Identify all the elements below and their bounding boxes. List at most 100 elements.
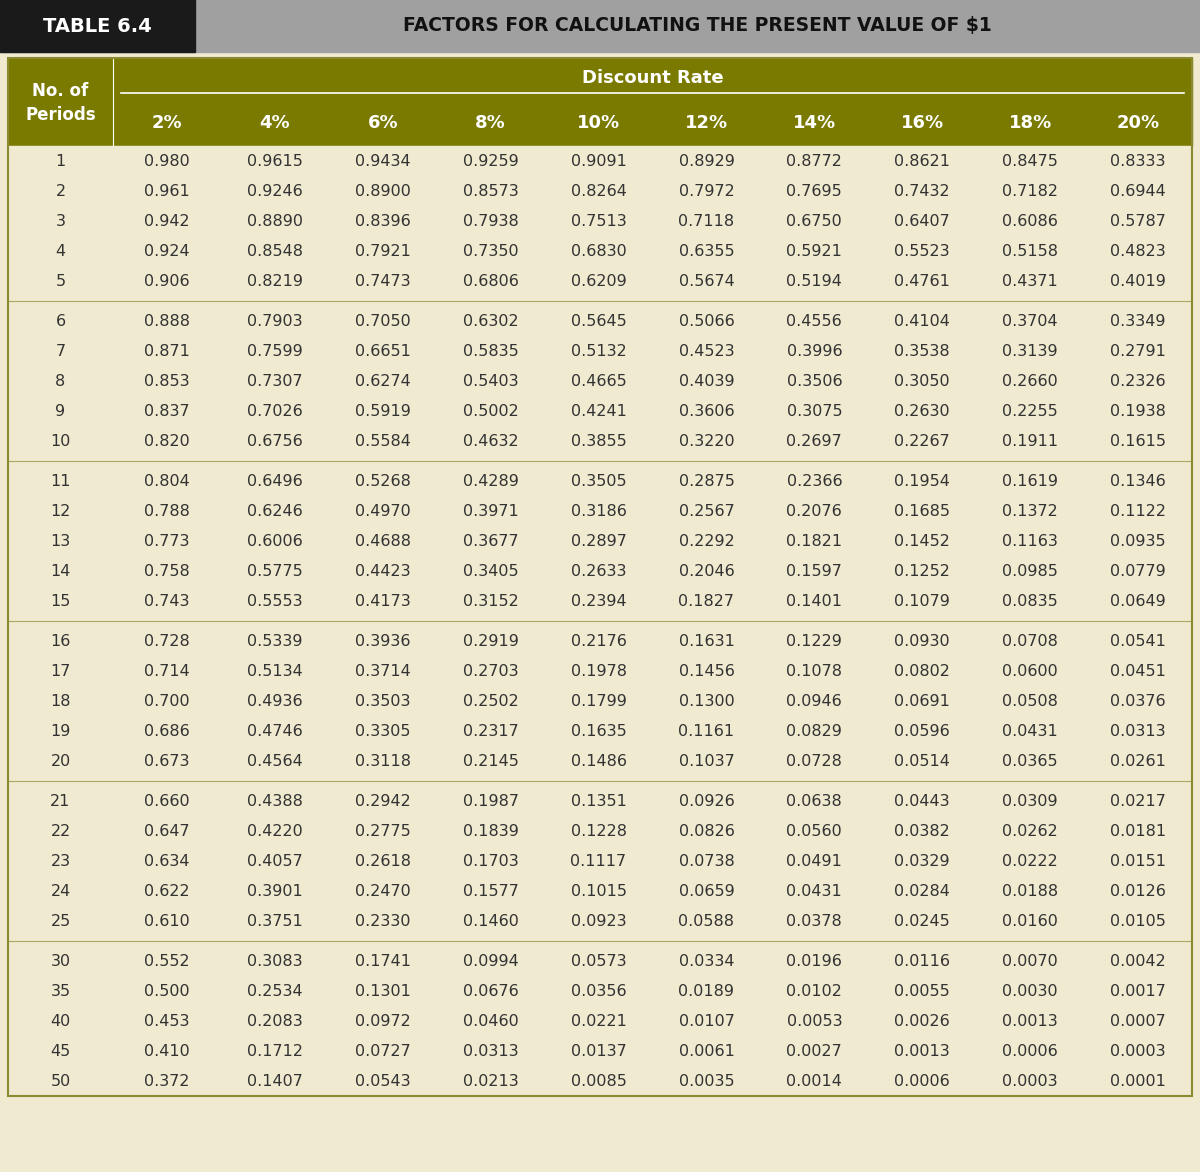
Text: 23: 23 [50,853,71,868]
Text: 0.0491: 0.0491 [786,853,842,868]
Text: 0.1635: 0.1635 [571,723,626,738]
Text: 0.686: 0.686 [144,723,190,738]
Text: 0.0727: 0.0727 [355,1043,410,1058]
Text: 0.3936: 0.3936 [355,634,410,648]
Text: 0.2292: 0.2292 [678,533,734,548]
Text: 2%: 2% [151,114,182,132]
Text: 45: 45 [50,1043,71,1058]
Text: 0.0126: 0.0126 [1110,884,1166,899]
Text: 0.5132: 0.5132 [571,343,626,359]
Text: 0.2633: 0.2633 [571,564,626,579]
Text: 0.7050: 0.7050 [355,313,410,328]
Text: 0.2267: 0.2267 [894,434,950,449]
Text: 0.1685: 0.1685 [894,504,950,518]
Text: 0.6355: 0.6355 [679,244,734,259]
Text: 0.2942: 0.2942 [355,793,410,809]
Text: 0.0596: 0.0596 [894,723,950,738]
Text: 0.2255: 0.2255 [1002,403,1058,418]
Text: 17: 17 [50,663,71,679]
Text: 0.1401: 0.1401 [786,593,842,608]
Text: 0.4423: 0.4423 [355,564,410,579]
Text: 0.0006: 0.0006 [1002,1043,1058,1058]
Text: 0.0985: 0.0985 [1002,564,1058,579]
Text: 0.0638: 0.0638 [786,793,842,809]
Text: 0.4039: 0.4039 [679,374,734,388]
Text: 0.7903: 0.7903 [247,313,302,328]
Text: 25: 25 [50,913,71,928]
Text: 0.0829: 0.0829 [786,723,842,738]
Text: 0.2502: 0.2502 [463,694,518,709]
Text: 0.1372: 0.1372 [1002,504,1058,518]
Text: 0.4173: 0.4173 [355,593,410,608]
Text: 0.5066: 0.5066 [678,313,734,328]
Text: 0.0826: 0.0826 [678,824,734,838]
Text: 0.1827: 0.1827 [678,593,734,608]
Text: 0.4823: 0.4823 [1110,244,1166,259]
Text: 15: 15 [50,593,71,608]
Text: 0.0217: 0.0217 [1110,793,1166,809]
Text: 0.8548: 0.8548 [247,244,302,259]
Text: 0.0013: 0.0013 [894,1043,950,1058]
Text: 0.0649: 0.0649 [1110,593,1166,608]
Text: 0.788: 0.788 [144,504,190,518]
Text: 0.6806: 0.6806 [463,273,518,288]
Text: 0.4564: 0.4564 [247,754,302,769]
Text: 0.7432: 0.7432 [894,184,950,198]
Text: 0.5268: 0.5268 [355,473,410,489]
Text: 0.634: 0.634 [144,853,190,868]
Text: 0.1346: 0.1346 [1110,473,1166,489]
Text: 0.3220: 0.3220 [679,434,734,449]
Bar [0,0,1200,52]
Text: 0.1978: 0.1978 [570,663,626,679]
Text: 0.0102: 0.0102 [786,983,842,999]
Text: 0.2567: 0.2567 [678,504,734,518]
Text: 9: 9 [55,403,66,418]
Text: 0.6407: 0.6407 [894,213,950,229]
Text: 0.0245: 0.0245 [894,913,950,928]
Text: 0.0055: 0.0055 [894,983,950,999]
Text: 0.0137: 0.0137 [571,1043,626,1058]
Text: 0.6274: 0.6274 [355,374,410,388]
Text: 0.410: 0.410 [144,1043,190,1058]
Text: 0.0382: 0.0382 [894,824,950,838]
Text: 0.0708: 0.0708 [1002,634,1058,648]
Text: 0.804: 0.804 [144,473,190,489]
Text: 0.0188: 0.0188 [1002,884,1058,899]
Text: 2: 2 [55,184,66,198]
Text: 0.0107: 0.0107 [678,1014,734,1029]
Text: 0.6006: 0.6006 [247,533,302,548]
Text: 0.0676: 0.0676 [463,983,518,999]
Text: 0.7972: 0.7972 [678,184,734,198]
Text: 0.2326: 0.2326 [1110,374,1166,388]
Text: 0.5775: 0.5775 [247,564,302,579]
Text: 0.0151: 0.0151 [1110,853,1166,868]
Text: 0.4936: 0.4936 [247,694,302,709]
Text: 0.1228: 0.1228 [570,824,626,838]
Text: 0.2897: 0.2897 [571,533,626,548]
Text: 0.1351: 0.1351 [571,793,626,809]
Text: 0.2330: 0.2330 [355,913,410,928]
Text: 0.1252: 0.1252 [894,564,950,579]
Text: 0.6496: 0.6496 [247,473,302,489]
Text: 0.2366: 0.2366 [786,473,842,489]
Text: 0.0105: 0.0105 [1110,913,1166,928]
Text: 0.4632: 0.4632 [463,434,518,449]
Text: 0.1161: 0.1161 [678,723,734,738]
Text: 0.0053: 0.0053 [786,1014,842,1029]
Text: 8: 8 [55,374,66,388]
Text: 0.758: 0.758 [144,564,190,579]
Text: 0.0042: 0.0042 [1110,954,1166,968]
Text: 0.0994: 0.0994 [463,954,518,968]
Text: 0.4220: 0.4220 [247,824,302,838]
Text: 0.2775: 0.2775 [355,824,410,838]
Text: 0.8890: 0.8890 [247,213,302,229]
Text: 0.2083: 0.2083 [247,1014,302,1029]
Text: 0.2697: 0.2697 [786,434,842,449]
Text: 0.2176: 0.2176 [571,634,626,648]
Text: 0.5835: 0.5835 [463,343,518,359]
Text: 0.0514: 0.0514 [894,754,950,769]
Text: 0.2145: 0.2145 [463,754,518,769]
Text: 0.1117: 0.1117 [570,853,626,868]
Text: 0.2076: 0.2076 [786,504,842,518]
Text: 0.1938: 0.1938 [1110,403,1166,418]
